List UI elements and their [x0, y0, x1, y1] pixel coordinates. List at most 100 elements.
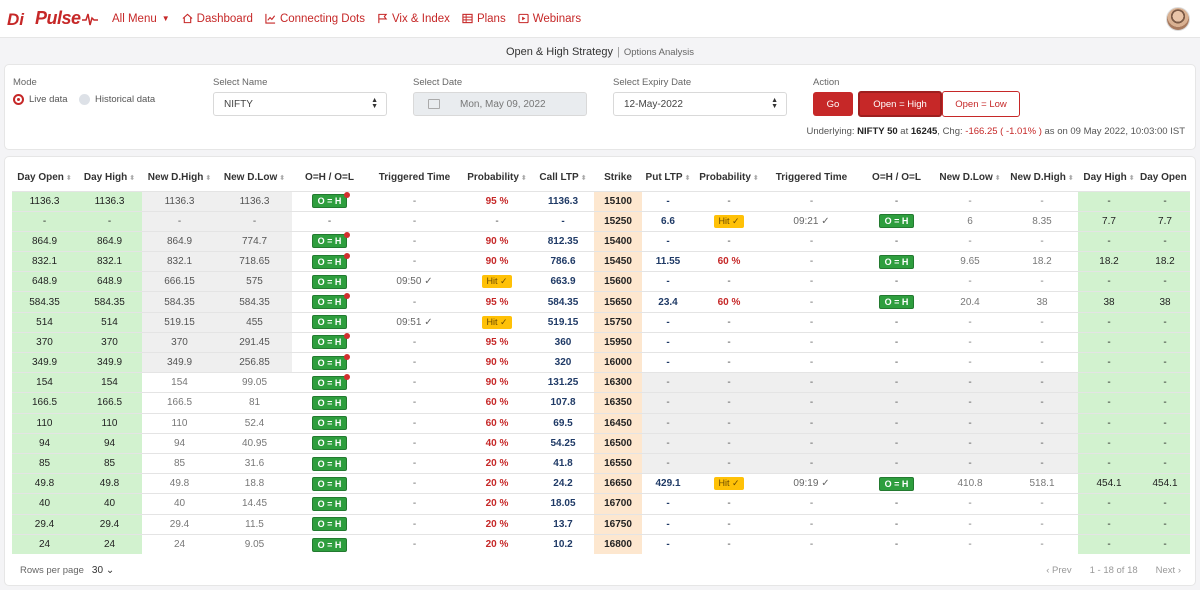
sort-icon[interactable]: ⬍: [1067, 175, 1074, 183]
sort-icon[interactable]: ⬍: [520, 175, 527, 183]
cell-p-prob: -: [694, 190, 764, 212]
cell-p-prob: -: [694, 271, 764, 292]
cell-c-high: 370: [77, 331, 142, 353]
cell-c-high: 94: [77, 432, 142, 454]
column-header[interactable]: Day High ⬍: [77, 165, 142, 191]
select-name-dropdown[interactable]: NIFTY ▲ ▼: [213, 92, 387, 116]
cell-p-ndh: 18.2: [1006, 251, 1078, 272]
column-header[interactable]: New D.High ⬍: [142, 165, 217, 191]
cell-c-ndh: 864.9: [142, 230, 217, 252]
oh-badge-label: O = H: [317, 478, 342, 489]
oh-badge: O = H: [878, 214, 915, 229]
cell-c-ndl: 81: [217, 392, 292, 414]
cell-p-trig: -: [764, 271, 859, 292]
column-header[interactable]: Day Open⬍: [1140, 165, 1190, 191]
rows-per-page-select[interactable]: 30 ⌄: [92, 565, 114, 576]
cell-p-oh: -: [859, 331, 934, 353]
cell-p-trig: 09:21 ✓: [764, 210, 859, 232]
column-header[interactable]: Day Open⬍: [12, 165, 77, 191]
cell-p-trig: -: [764, 412, 859, 434]
cell-c-ltp: 54.25: [532, 432, 594, 454]
sort-icon[interactable]: ⬍: [129, 175, 136, 183]
column-header-label: Day Open: [1140, 172, 1187, 184]
column-header[interactable]: Triggered Time: [367, 165, 462, 191]
column-header[interactable]: New D.Low ⬍: [934, 165, 1006, 191]
dipulse-logo[interactable]: Di Pulse: [6, 0, 98, 38]
sort-icon[interactable]: ⬍: [994, 175, 1001, 183]
cell-c-ndl: -: [217, 210, 292, 232]
sort-icon[interactable]: ⬍: [1189, 175, 1190, 182]
cell-c-prob: 95 %: [462, 331, 532, 353]
mode-historical-radio[interactable]: Historical data: [79, 94, 155, 105]
sort-icon[interactable]: ⬍: [1128, 175, 1135, 183]
select-date-input[interactable]: Mon, May 09, 2022: [413, 92, 587, 116]
cell-p-high: -: [1078, 190, 1140, 212]
cell-c-ndh: 29.4: [142, 513, 217, 535]
nav-dashboard[interactable]: Dashboard: [182, 13, 253, 25]
cell-c-trig: 09:50 ✓: [367, 271, 462, 292]
nav-plans[interactable]: Plans: [462, 13, 506, 25]
cell-p-oh: O = H: [859, 291, 934, 313]
cell-c-ndl: 256.85: [217, 351, 292, 373]
sort-icon[interactable]: ⬍: [684, 175, 691, 183]
cell-strike: 15450: [594, 251, 642, 272]
strategy-table: Day Open ⬍ Day High ⬍ New D.High ⬍ New D.Low ⬍ O…: [12, 165, 1190, 555]
select-name-label: Select Name: [213, 77, 268, 88]
oh-badge: O = H: [311, 416, 348, 431]
column-header[interactable]: Probability ⬍: [694, 165, 764, 191]
flag-icon: [378, 13, 388, 24]
column-header[interactable]: New D.Low ⬍: [217, 165, 292, 191]
cell-p-ndl: -: [934, 513, 1006, 535]
open-equals-high-button[interactable]: Open = High: [858, 91, 942, 117]
column-header[interactable]: Probability ⬍: [462, 165, 532, 191]
oh-badge: O = H: [311, 333, 351, 350]
column-header[interactable]: Put LTP ⬍: [642, 165, 694, 191]
column-header[interactable]: New D.High ⬍: [1006, 165, 1078, 191]
go-button[interactable]: Go: [813, 92, 853, 116]
prev-page-button[interactable]: ‹ Prev: [1046, 565, 1072, 576]
rows-per-page-value: 30: [91, 565, 104, 576]
sort-icon[interactable]: ⬍: [752, 175, 759, 183]
column-header[interactable]: O=H / O=L: [292, 165, 367, 191]
next-page-button[interactable]: Next ›: [1155, 565, 1181, 576]
cell-c-oh: O = H: [292, 452, 367, 474]
sort-icon[interactable]: ⬍: [205, 175, 212, 183]
column-header[interactable]: Call LTP ⬍: [532, 165, 594, 191]
cell-p-high: -: [1078, 331, 1140, 353]
cell-p-prob: Hit ✓: [694, 473, 764, 494]
cell-c-prob: 60 %: [462, 392, 532, 414]
user-avatar[interactable]: [1166, 7, 1190, 31]
table-row: 514 514 519.15 455 O = H 09:51 ✓ Hit ✓ 519.15 15…: [12, 311, 1190, 333]
all-menu-dropdown[interactable]: All Menu ▼: [112, 13, 170, 25]
svg-text:Di: Di: [7, 10, 25, 29]
open-equals-low-button[interactable]: Open = Low: [942, 91, 1020, 117]
cell-p-oh: -: [859, 392, 934, 414]
pulse-wave-icon: [81, 13, 98, 25]
cell-p-ndh: -: [1006, 190, 1078, 212]
nav-connecting-dots[interactable]: Connecting Dots: [265, 13, 365, 25]
cell-p-high: -: [1078, 372, 1140, 393]
table-row: 1136.3 1136.3 1136.3 1136.3 O = H -95 % 1136.3…: [12, 190, 1190, 212]
column-header[interactable]: Triggered Time: [764, 165, 859, 191]
sort-icon[interactable]: ⬍: [580, 175, 587, 183]
cell-c-oh: O = H: [292, 230, 367, 252]
cell-c-ndh: 110: [142, 412, 217, 434]
chevron-down-icon: ⌄: [105, 565, 115, 576]
cell-p-open: 7.7: [1140, 210, 1190, 232]
cell-c-high: 864.9: [77, 230, 142, 252]
cell-p-ndl: -: [934, 493, 1006, 514]
column-header[interactable]: Day High ⬍: [1078, 165, 1140, 191]
expiry-date-dropdown[interactable]: 12-May-2022 ▲ ▼: [613, 92, 787, 116]
underlying-prefix: Underlying:: [806, 126, 855, 137]
sort-icon[interactable]: ⬍: [65, 175, 72, 183]
radio-unchecked-icon: [79, 94, 90, 105]
column-header[interactable]: O=H / O=L: [859, 165, 934, 191]
sort-icon[interactable]: ⬍: [279, 175, 286, 183]
page-subtitle[interactable]: Options Analysis: [623, 47, 695, 58]
mode-live-radio[interactable]: Live data: [13, 94, 68, 105]
cell-c-prob: 90 %: [462, 372, 532, 393]
nav-webinars[interactable]: Webinars: [518, 13, 581, 25]
table-icon: [462, 13, 473, 24]
nav-vix-index[interactable]: Vix & Index: [377, 13, 450, 25]
cell-p-ndl: 20.4: [934, 291, 1006, 313]
